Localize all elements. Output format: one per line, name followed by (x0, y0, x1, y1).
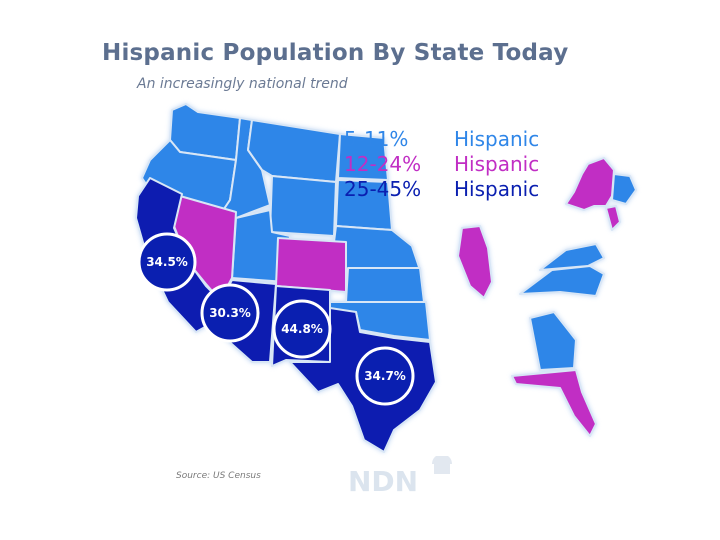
badge-value: 44.8% (281, 322, 323, 336)
state-wyoming (269, 175, 337, 237)
state-new-york (565, 157, 615, 211)
badge-value: 34.5% (146, 255, 188, 269)
new-mexico-badge: 44.8% (272, 299, 332, 359)
state-new-jersey (605, 205, 621, 231)
legend-label: Hispanic (454, 177, 540, 201)
badge-value: 34.7% (364, 369, 406, 383)
legend-range: 12-24% (344, 152, 422, 176)
state-north-dakota (337, 133, 389, 181)
state-north-carolina (519, 265, 605, 297)
state-georgia (529, 311, 577, 371)
page-subtitle: An increasingly national trend (137, 76, 348, 92)
page-title: Hispanic Population By State Today (102, 40, 569, 66)
logo-text: NDN (348, 465, 418, 496)
legend-row: 25-45% Hispanic (344, 177, 539, 202)
legend-label: Hispanic (454, 152, 540, 176)
state-virginia (539, 243, 605, 271)
legend-label: Hispanic (454, 127, 540, 151)
state-illinois (457, 225, 493, 299)
legend-row: 5-11% Hispanic (344, 127, 539, 152)
nevada-arizona-badge: 30.3% (200, 283, 260, 343)
state-colorado (275, 237, 347, 293)
value-badges: 34.5% 30.3% 44.8% 34.7% (137, 232, 415, 406)
texas-badge: 34.7% (355, 346, 415, 406)
california-badge: 34.5% (137, 232, 197, 292)
legend-row: 12-24% Hispanic (344, 152, 539, 177)
legend-range: 25-45% (344, 177, 422, 201)
state-florida (511, 369, 597, 437)
legend: 5-11% Hispanic 12-24% Hispanic 25-45% Hi… (344, 127, 539, 202)
source-note: Source: US Census (176, 471, 261, 481)
legend-range: 5-11% (344, 127, 409, 151)
state-kansas (345, 267, 425, 303)
badge-value: 30.3% (209, 306, 251, 320)
ndn-logo: NDN (348, 456, 452, 496)
state-new-england (611, 173, 637, 205)
